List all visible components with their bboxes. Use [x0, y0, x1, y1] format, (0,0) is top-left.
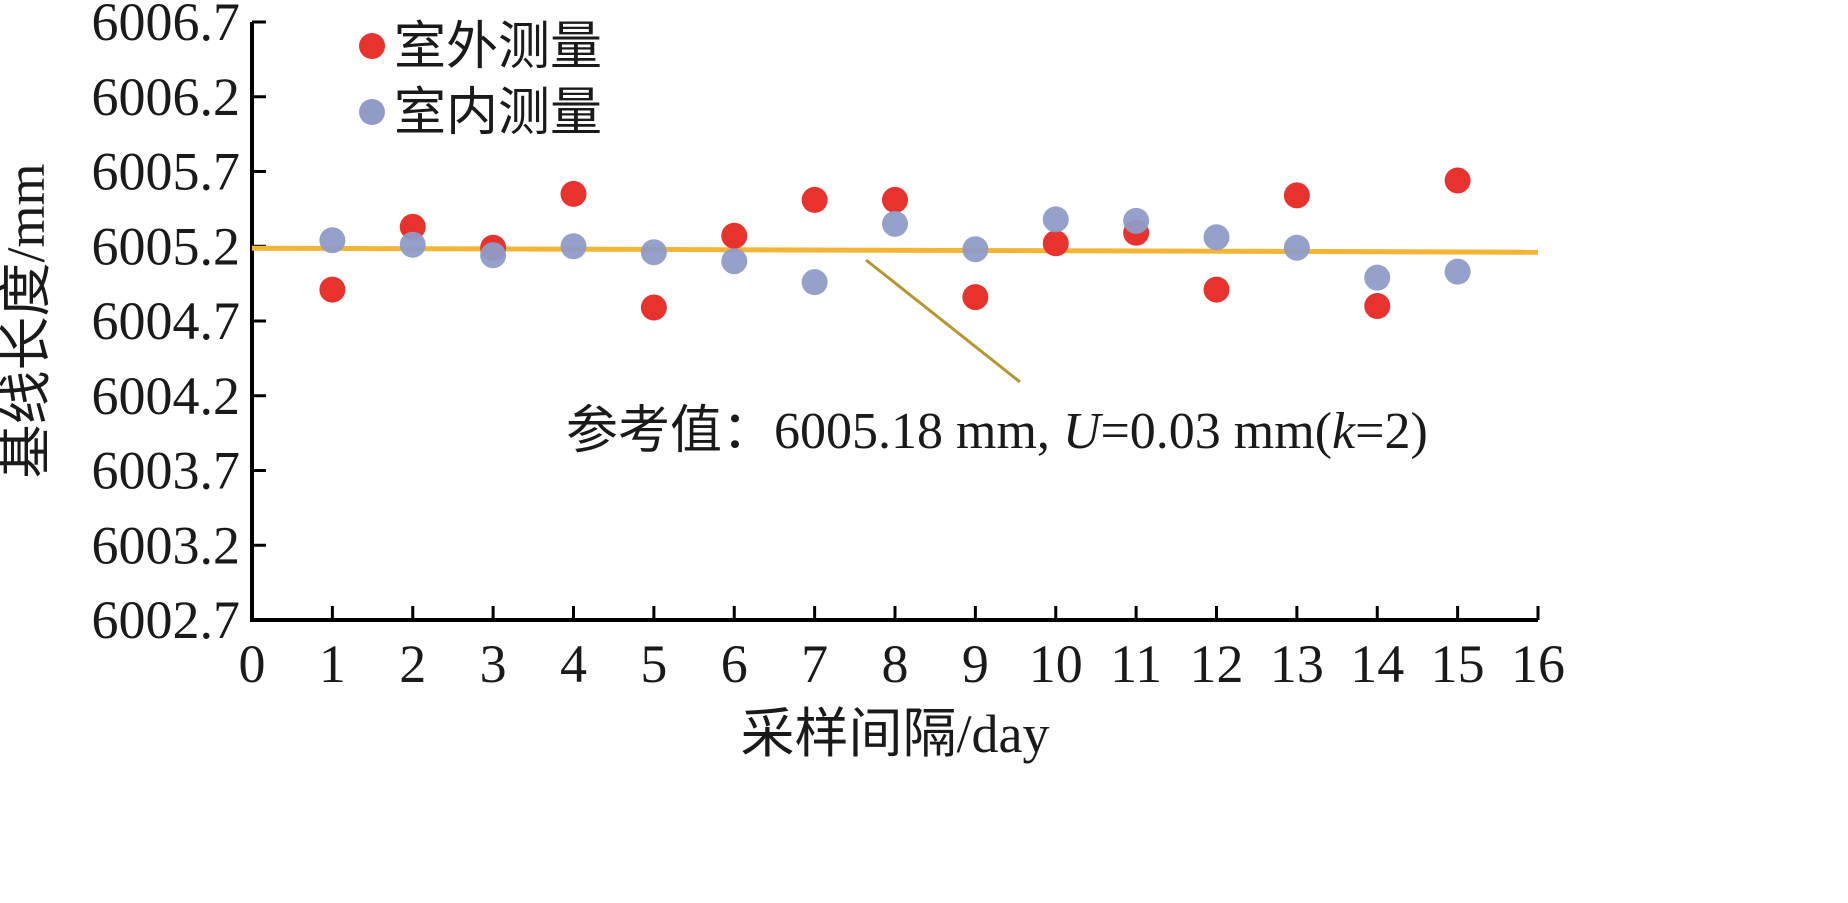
indoor-point: [319, 227, 346, 254]
y-tick-label: 6006.7: [92, 0, 241, 52]
indoor-point: [1283, 234, 1310, 261]
x-tick-label: 12: [1190, 634, 1244, 694]
indoor-point: [882, 210, 908, 237]
y-tick-label: 6005.7: [92, 142, 241, 202]
outdoor-point: [1364, 293, 1391, 320]
indoor-point: [1042, 206, 1069, 233]
annotation-u-part: =0.03 mm(: [1100, 403, 1332, 460]
outdoor-point: [560, 180, 587, 207]
annotation-k-part: =2): [1355, 403, 1428, 460]
outdoor-point: [962, 284, 989, 311]
legend-marker-outdoor: [359, 33, 385, 59]
x-tick-label: 8: [882, 634, 909, 694]
annotation-value-part: 6005.18 mm,: [774, 403, 1063, 460]
annotation-k-symbol: k: [1332, 403, 1356, 460]
y-tick-label: 6004.7: [92, 291, 241, 351]
indoor-point: [1123, 207, 1150, 234]
y-tick-label: 6005.2: [92, 216, 241, 276]
y-tick-label: 6006.2: [92, 67, 241, 127]
y-tick-label: 6004.2: [92, 366, 241, 426]
outdoor-point: [721, 222, 748, 249]
annotation-text: 参考值：6005.18 mm, U=0.03 mm(k=2): [566, 403, 1428, 460]
x-tick-label: 4: [560, 634, 587, 694]
outdoor-point: [399, 213, 426, 240]
indoor-point: [1444, 258, 1471, 285]
reference-line: [251, 245, 1539, 255]
indoor-point: [480, 242, 507, 269]
reference-line-layer: [251, 245, 1539, 255]
annotation-u-symbol: U: [1063, 403, 1104, 460]
x-tick-label: 13: [1270, 634, 1324, 694]
annotation: 参考值：6005.18 mm, U=0.03 mm(k=2): [566, 258, 1428, 460]
indoor-point: [1203, 224, 1230, 251]
indoor-point: [721, 248, 748, 275]
x-tick-label: 16: [1511, 634, 1565, 694]
indoor-point: [962, 236, 989, 263]
y-tick-label: 6003.7: [92, 441, 241, 501]
x-tick-label: 1: [319, 634, 346, 694]
x-axis-title: 采样间隔/day: [741, 704, 1050, 764]
indoor-point: [801, 269, 828, 296]
legend-label-outdoor: 室外测量: [394, 19, 602, 76]
x-tick-label: 7: [801, 634, 828, 694]
indoor-point: [560, 233, 587, 260]
legend-marker-indoor: [359, 99, 385, 125]
x-tick-label: 3: [480, 634, 507, 694]
x-tick-label: 6: [721, 634, 748, 694]
outdoor-point: [1444, 167, 1471, 194]
x-tick-label: 14: [1350, 634, 1404, 694]
outdoor-point: [882, 186, 908, 213]
y-axis-title: 基线长度/mm: [0, 163, 56, 478]
x-tick-label: 15: [1431, 634, 1485, 694]
outdoor-point: [1283, 182, 1310, 209]
y-tick-label: 6002.7: [92, 590, 241, 650]
outdoor-point: [801, 186, 828, 213]
indoor-point: [640, 239, 667, 266]
indoor-point: [399, 231, 426, 258]
outdoor-point: [640, 294, 667, 321]
outdoor-point: [1203, 276, 1230, 303]
outdoor-point: [1042, 230, 1069, 257]
x-tick-label: 11: [1110, 634, 1162, 694]
y-tick-label: 6003.2: [92, 515, 241, 575]
annotation-leader-line: [865, 258, 1021, 384]
points-layer: [319, 167, 1471, 321]
ticks-layer: 0 1 2 3 4 5 6 7 8 9 10 11 12 13 14 15 166002.76003.26003…: [92, 0, 1566, 694]
x-tick-label: 9: [962, 634, 989, 694]
indoor-point: [1364, 264, 1391, 291]
x-tick-label: 2: [399, 634, 426, 694]
legend-label-indoor: 室内测量: [394, 85, 602, 142]
annotation-prefix: 参考值：: [566, 403, 774, 460]
x-tick-label: 5: [640, 634, 667, 694]
x-tick-label: 0: [239, 634, 266, 694]
outdoor-point: [319, 276, 346, 303]
x-tick-label: 10: [1029, 634, 1083, 694]
